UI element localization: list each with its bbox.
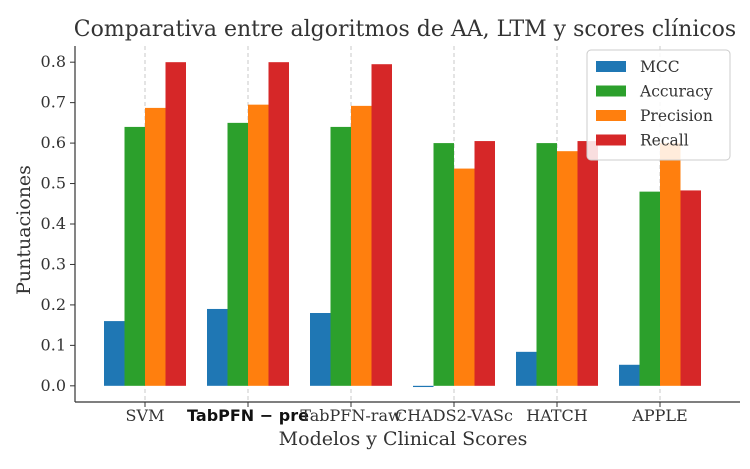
bar-mcc [516,351,537,386]
x-axis-label: Modelos y Clinical Scores [279,428,528,450]
bar-recall [577,141,598,386]
y-axis-label: Puntuaciones [13,165,35,295]
bar-precision [454,168,475,386]
y-tick-label: 0.7 [41,93,66,112]
bar-precision [351,105,372,386]
bar-mcc [619,364,640,386]
bar-mcc [207,308,228,386]
chart-title: Comparativa entre algoritmos de AA, LTM … [74,17,736,42]
bar-precision [248,104,269,386]
bar-accuracy [433,143,454,386]
x-tick-label: TabPFN-raw [300,406,402,425]
x-tick-label: APPLE [631,406,687,425]
legend-label: Recall [640,132,689,150]
bars-group [104,62,701,388]
bar-recall [165,62,186,386]
bar-recall [371,64,392,386]
legend-swatch [596,61,626,72]
bar-mcc [413,385,434,388]
bar-precision [557,151,578,386]
y-tick-label: 0.0 [41,376,66,395]
y-tick-label: 0.1 [41,335,66,354]
legend-swatch [596,110,626,121]
y-tick-label: 0.3 [41,254,66,273]
bar-mcc [310,313,331,386]
y-ticks: 0.0 0.1 0.2 0.3 0.4 0.5 0.6 0.7 0.8 [41,52,75,395]
legend-label: MCC [640,58,680,76]
y-tick-label: 0.4 [41,214,66,233]
bar-accuracy [227,122,248,386]
x-tick-label: CHADS2-VASc [395,406,513,425]
bar-precision [145,107,166,386]
legend-label: Accuracy [639,83,713,101]
y-tick-label: 0.5 [41,174,66,193]
bar-recall [680,190,701,386]
y-tick-label: 0.6 [41,133,66,152]
legend: MCC Accuracy Precision Recall [586,49,731,161]
x-tick-label: TabPFN − pre [187,406,309,425]
x-tick-label: SVM [126,406,165,425]
bar-recall [474,141,495,386]
bar-accuracy [124,126,145,386]
legend-box [586,49,731,161]
bar-recall [268,62,289,386]
legend-label: Precision [640,107,713,125]
y-tick-label: 0.8 [41,52,66,71]
legend-swatch [596,85,626,97]
bar-accuracy [639,191,660,386]
y-tick-label: 0.2 [41,295,66,314]
bar-precision [660,143,681,386]
legend-swatch [596,134,626,146]
bar-accuracy [330,126,351,386]
bar-accuracy [536,143,557,386]
x-tick-label: HATCH [526,406,588,425]
bar-mcc [104,321,125,386]
